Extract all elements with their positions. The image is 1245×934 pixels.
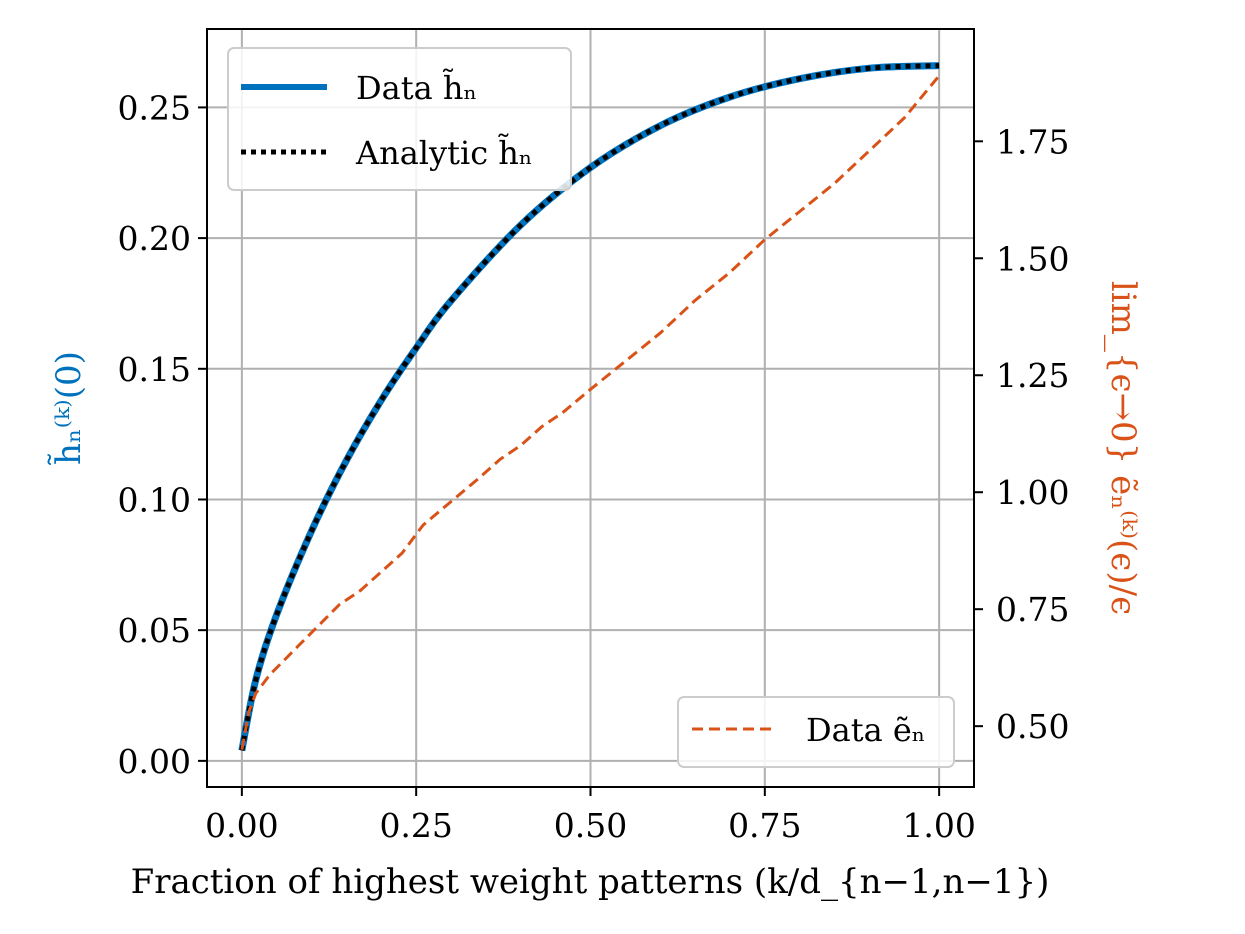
- series-layer: [238, 62, 941, 752]
- y-right-tick-label: 0.75: [996, 590, 1069, 629]
- x-tick-label: 0.25: [379, 806, 452, 845]
- y-left-tick-label: 0.20: [118, 219, 191, 258]
- x-axis-label: Fraction of highest weight patterns (k/d…: [131, 862, 1050, 902]
- y-left-tick-label: 0.10: [118, 480, 191, 519]
- series-line-data-e: [240, 74, 941, 750]
- y-right-tick-label: 1.75: [996, 122, 1069, 161]
- y-right-axis-label: lim_{ϵ→0} ẽₙ⁽ᵏ⁾(ϵ)/ϵ: [1103, 281, 1143, 615]
- y-left-tick-label: 0.15: [118, 350, 191, 389]
- x-tick-label: 0.00: [205, 806, 278, 845]
- y-left-tick-label: 0.05: [118, 611, 191, 650]
- y-left-axis-label: h̃ₙ⁽ᵏ⁾(0): [48, 351, 89, 465]
- y-left-tick-label: 0.00: [118, 742, 191, 781]
- x-tick-label: 0.75: [728, 806, 801, 845]
- x-axis-label-text: Fraction of highest weight patterns (k/d…: [131, 862, 1050, 902]
- x-tick-label: 0.50: [554, 806, 627, 845]
- legend-bottom-right-box: [677, 696, 955, 768]
- legend-bottom-right: Data ẽₙ: [677, 696, 955, 768]
- y-right-tick-label: 1.00: [996, 473, 1069, 512]
- y-right-tick-label: 1.25: [996, 356, 1069, 395]
- legend-analytic-h-label: Analytic h̃ₙ: [355, 134, 533, 172]
- series-line-analytic-h: [239, 63, 940, 751]
- legend-top-left: Data h̃ₙ Analytic h̃ₙ: [227, 47, 572, 191]
- x-tick-label: 1.00: [902, 806, 975, 845]
- tick-layer: 0.00 0.25 0.50 0.75 1.00 0.00 0.05 0.10 0.15 0.20…: [118, 88, 1070, 845]
- y-left-tick-label: 0.25: [118, 88, 191, 127]
- legend-data-h-label: Data h̃ₙ: [356, 69, 477, 107]
- legend-data-e-label: Data ẽₙ: [806, 711, 926, 749]
- y-right-tick-label: 1.50: [996, 239, 1069, 278]
- y-right-tick-label: 0.50: [996, 707, 1069, 746]
